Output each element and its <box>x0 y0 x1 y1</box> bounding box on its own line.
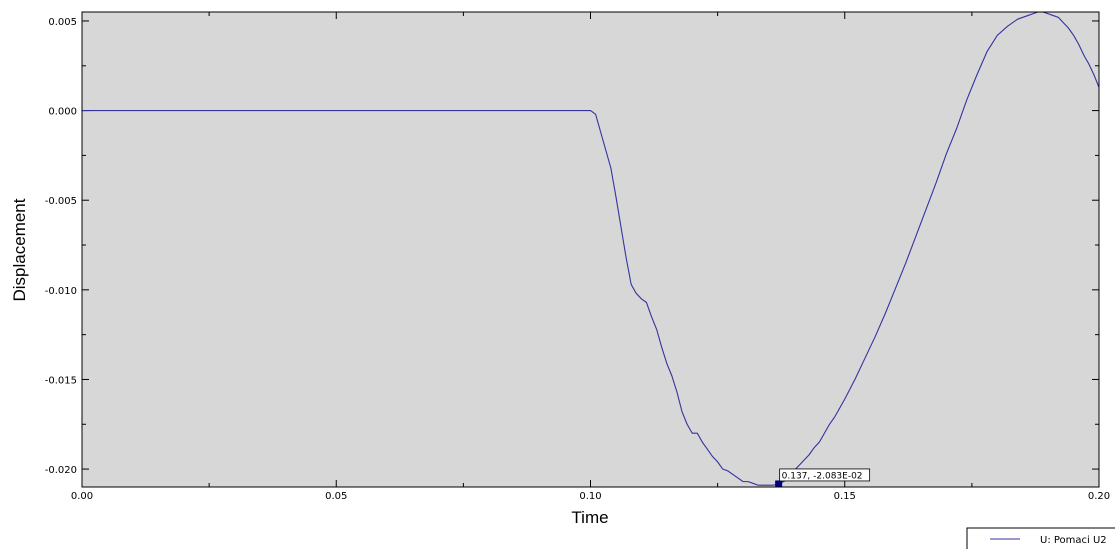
y-tick-label: -0.010 <box>45 286 77 297</box>
plot-area <box>82 12 1099 487</box>
y-axis-title: Displacement <box>10 198 29 301</box>
y-tick-label: 0.000 <box>48 107 77 118</box>
y-tick-label: -0.020 <box>45 465 77 476</box>
x-tick-label: 0.10 <box>579 491 601 502</box>
probe-label-box <box>779 468 871 482</box>
probe-label: 0.137, -2.083E-02 <box>782 471 863 481</box>
probe-point <box>775 480 783 488</box>
y-tick-label: 0.005 <box>48 17 77 28</box>
x-tick-label: 0.00 <box>71 491 93 502</box>
legend: U: Pomaci U2 <box>966 527 1115 553</box>
y-tick-label: -0.005 <box>45 196 77 207</box>
y-tick-label: -0.015 <box>45 375 77 386</box>
x-tick-label: 0.20 <box>1088 491 1110 502</box>
x-tick-label: 0.15 <box>834 491 856 502</box>
plot-frame <box>81 11 1100 488</box>
legend-label: U: Pomaci U2 <box>1040 535 1107 546</box>
y-axis: 0.005 0.000 -0.005 -0.010 -0.015 -0.020 <box>45 17 1099 476</box>
x-axis-title: Time <box>571 508 608 527</box>
probe-marker[interactable]: 0.137, -2.083E-02 <box>775 468 871 488</box>
x-tick-label: 0.05 <box>325 491 347 502</box>
